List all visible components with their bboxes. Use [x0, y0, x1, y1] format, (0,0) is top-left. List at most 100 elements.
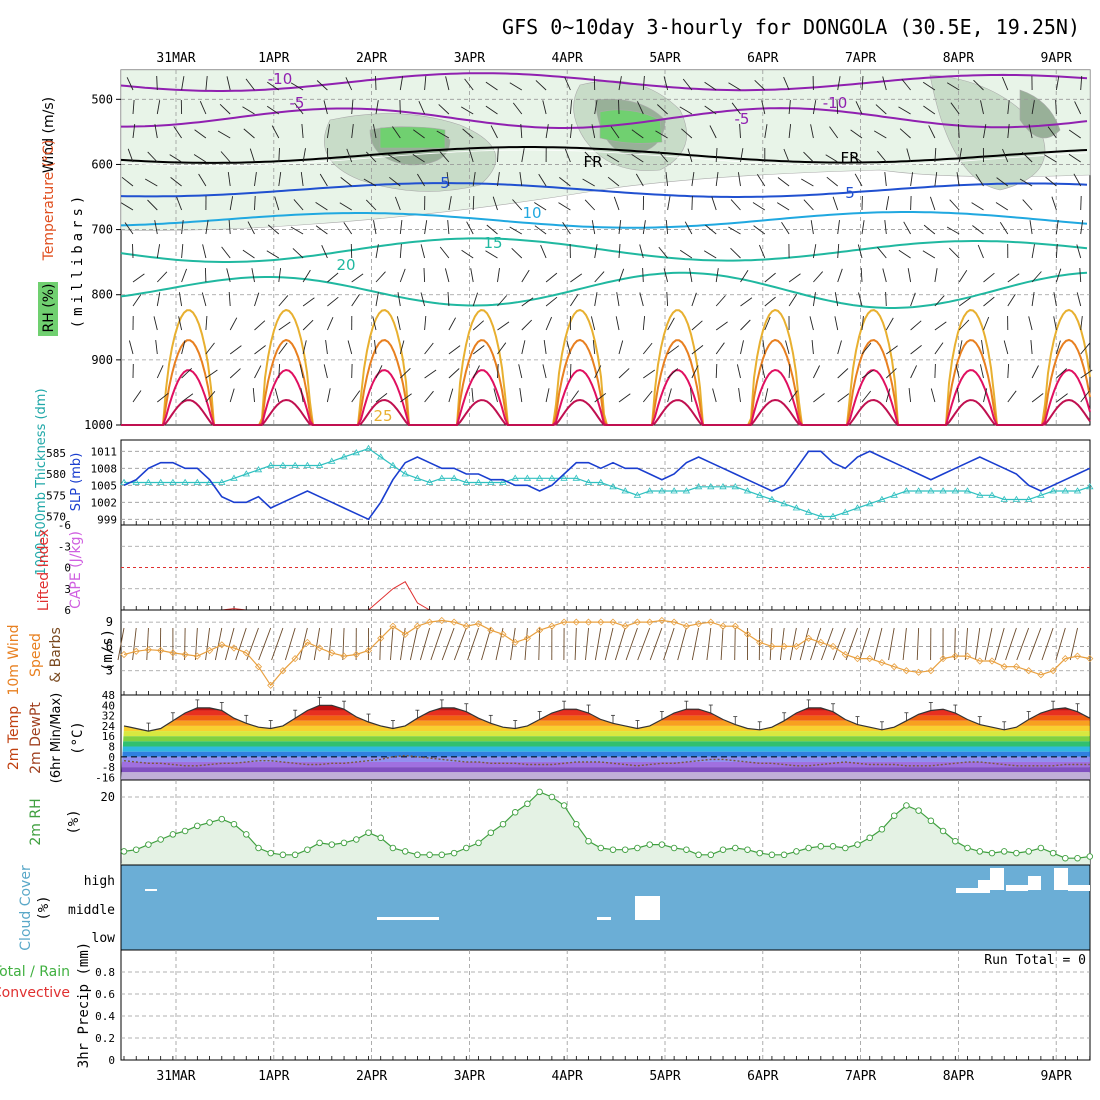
upper-wind-barb [345, 77, 353, 91]
wind10m-point [157, 646, 165, 655]
upper-wind-barb [691, 292, 697, 307]
cloud-bar [978, 880, 990, 888]
rh2m-point [976, 848, 984, 855]
thickness-point [352, 449, 361, 456]
upper-wind-barb [901, 78, 911, 91]
thickness-point [266, 461, 275, 468]
upper-wind-barb [882, 76, 887, 91]
upper-wind-barb [543, 340, 547, 355]
upper-wind-barb [1003, 340, 1009, 355]
upper-wind-barb [955, 364, 960, 379]
thickness-point [976, 491, 984, 498]
bottom-date-label: 5APR [649, 1069, 680, 1084]
pressure-tick-label: 600 [91, 157, 113, 171]
upper-wind-barb [946, 226, 960, 235]
upper-wind-barb [486, 224, 498, 235]
upper-wind-barb [781, 222, 790, 235]
upper-wind-barb [1047, 126, 1057, 139]
thickness-point [572, 474, 581, 481]
rh2m-point [548, 793, 556, 801]
rh2m-point [964, 844, 971, 852]
ylabel-wind-unit: (m/s) [100, 629, 116, 671]
upper-wind-barb [274, 388, 280, 403]
upper-wind-barb [300, 172, 304, 187]
upper-wind-barb [154, 220, 158, 235]
upper-wind-barb [922, 250, 936, 259]
wind10m-barb [284, 627, 296, 661]
wind10m-barb [313, 627, 321, 661]
thickness-point [780, 500, 788, 507]
wind10m-point [230, 644, 238, 652]
upper-wind-barb [394, 196, 401, 211]
wind10m-point [902, 667, 910, 675]
thickness-point [609, 483, 617, 490]
upper-wind-barb [788, 100, 791, 115]
upper-wind-barb [854, 173, 863, 187]
wind10m-barb [888, 627, 895, 661]
upper-wind-barb [663, 268, 669, 283]
slp-tick-label: 1002 [91, 496, 118, 509]
wind10m-point [731, 622, 739, 630]
temperature-tick-label: -8 [102, 761, 115, 774]
thickness-point [340, 453, 348, 460]
contour-label: FR [583, 153, 602, 171]
rh2m-point [328, 841, 336, 848]
wind10m-point [841, 650, 849, 659]
upper-wind-barb [618, 340, 624, 355]
thickness-point [817, 512, 825, 519]
thickness-point [364, 444, 373, 451]
wind10m-point [120, 650, 128, 659]
top-date-label: 3APR [454, 51, 485, 66]
upper-wind-barb [497, 363, 499, 379]
upper-wind-barb [837, 368, 849, 379]
rh2m-point [414, 851, 421, 859]
upper-wind-barb [247, 221, 255, 235]
upper-wind-barb [949, 199, 960, 211]
wind10m-barb [859, 627, 871, 661]
wind10m-barb [706, 627, 712, 661]
upper-wind-barb [1073, 173, 1082, 187]
upper-wind-barb [242, 249, 255, 259]
thickness-point [560, 474, 568, 481]
upper-wind-barb [242, 106, 255, 115]
thickness-point [156, 478, 165, 485]
rh2m-point [573, 820, 580, 828]
upper-wind-barb [418, 101, 426, 115]
thickness-point [376, 453, 385, 460]
upper-wind-barb [907, 268, 912, 283]
upper-wind-barb [615, 316, 620, 331]
wind10m-point [768, 642, 776, 650]
thickness-point [682, 487, 691, 494]
upper-wind-barb [594, 292, 598, 307]
wind10m-tick-label: 9 [106, 615, 113, 629]
bottom-date-label: 1APR [258, 1069, 289, 1084]
top-date-label: 8APR [943, 51, 974, 66]
thickness-point [914, 487, 923, 494]
upper-wind-barb [811, 340, 814, 355]
temperature-band [121, 720, 1090, 726]
upper-wind-barb [519, 172, 523, 187]
upper-wind-barb [545, 296, 558, 307]
slp-tick-label: 1011 [91, 445, 118, 458]
thickness-point [804, 508, 813, 515]
upper-wind-barb [1080, 342, 1091, 355]
upper-wind-barb [715, 342, 725, 355]
thickness-point [1049, 487, 1057, 494]
upper-wind-barb [715, 172, 719, 187]
upper-wind-barb [666, 291, 669, 307]
top-date-label: 4APR [552, 51, 583, 66]
upper-wind-barb [323, 364, 328, 379]
upper-wind-barb [667, 196, 671, 211]
wind10m-barb [419, 627, 431, 661]
temperature-band [121, 756, 1090, 762]
rh2m-series [120, 788, 1094, 865]
upper-wind-barb [178, 292, 183, 307]
upper-wind-barb [464, 78, 474, 91]
upper-wind-barb [392, 126, 401, 139]
upper-wind-barb [691, 195, 693, 211]
upper-wind-barb [983, 272, 995, 283]
upper-wind-barb [836, 99, 839, 115]
rh2m-point [499, 820, 507, 828]
upper-wind-barb [251, 268, 255, 283]
